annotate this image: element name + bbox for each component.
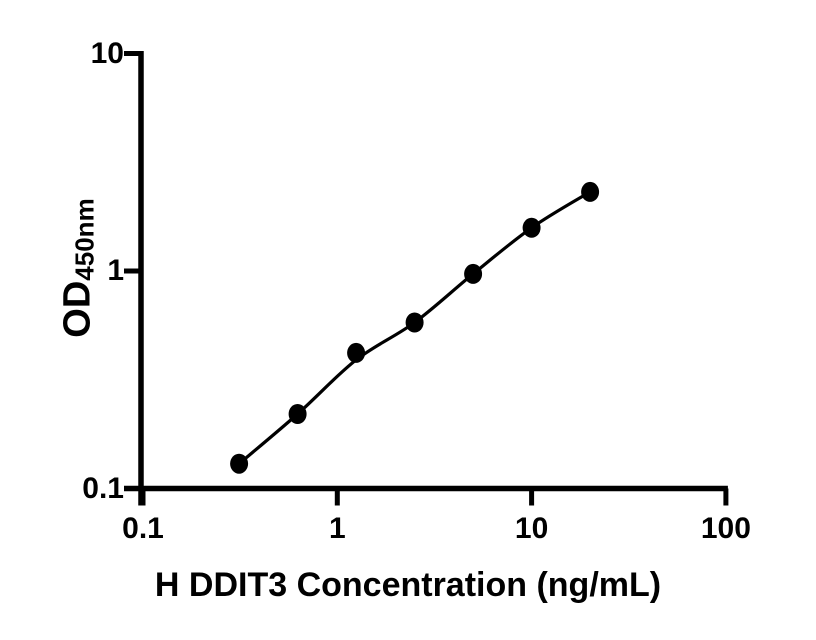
y-axis-title-subscript: 450nm bbox=[69, 198, 100, 281]
x-tick-label: 10 bbox=[514, 512, 549, 545]
data-point bbox=[347, 342, 366, 363]
x-tick-label: 0.1 bbox=[122, 512, 164, 545]
data-point bbox=[405, 312, 424, 333]
data-point bbox=[288, 404, 307, 424]
data-point bbox=[230, 453, 249, 474]
x-tick-label: 100 bbox=[700, 512, 751, 545]
data-point bbox=[464, 263, 483, 284]
data-point bbox=[581, 181, 600, 202]
axes-layer bbox=[124, 51, 729, 506]
y-tick-label: 10 bbox=[90, 36, 124, 70]
y-axis-title: OD450nm bbox=[57, 198, 100, 337]
y-tick-label: 1 bbox=[107, 254, 124, 287]
x-tick-label: 1 bbox=[328, 512, 346, 545]
y-axis-title-main: OD bbox=[56, 280, 99, 338]
data-point-layer bbox=[230, 181, 600, 474]
data-point bbox=[522, 217, 541, 238]
y-tick-label: 0.1 bbox=[82, 471, 124, 505]
x-axis-title: H DDIT3 Concentration (ng/mL) bbox=[154, 566, 662, 604]
